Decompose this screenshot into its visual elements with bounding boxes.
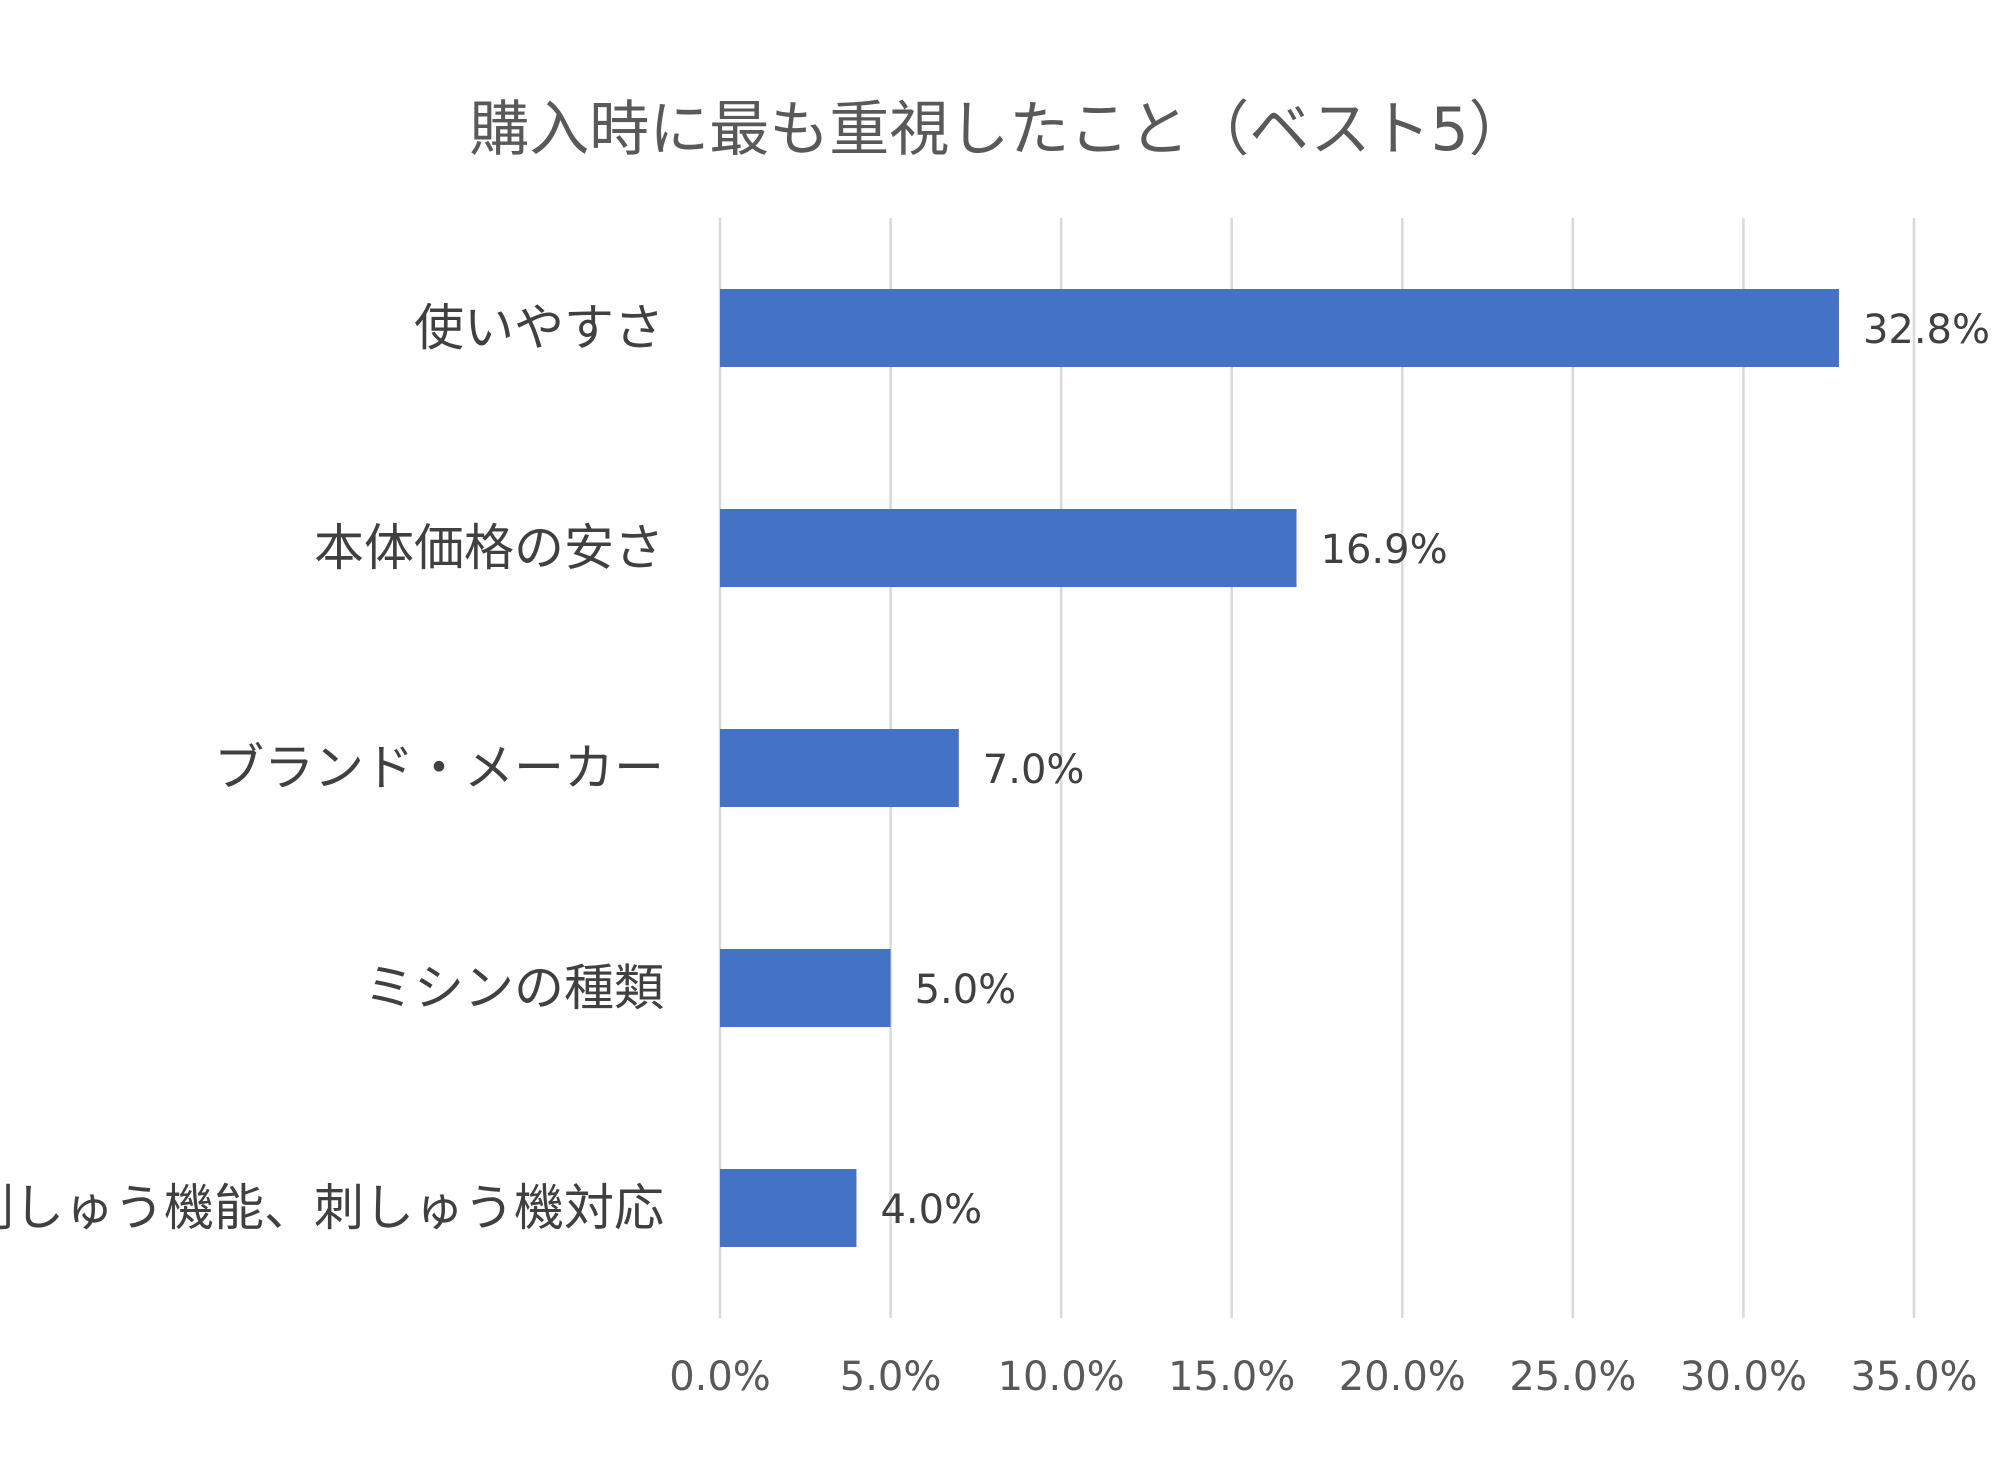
gridlines (718, 218, 1916, 1318)
x-tick-label: 5.0% (840, 1354, 942, 1400)
chart-title: 購入時に最も重視したこと（ベスト5） (469, 95, 1528, 165)
bar (720, 949, 891, 1027)
x-tick-label: 0.0% (669, 1354, 771, 1400)
x-tick-label: 30.0% (1680, 1354, 1807, 1400)
x-axis-tick-labels: 0.0% 5.0% 10.0% 15.0% 20.0% 25.0% 30.0% 35.0% (669, 1354, 1977, 1400)
data-label: 7.0% (983, 747, 1085, 793)
x-tick-label: 25.0% (1509, 1354, 1636, 1400)
data-label: 4.0% (880, 1187, 982, 1233)
x-tick-label: 35.0% (1850, 1354, 1977, 1400)
data-label: 5.0% (915, 967, 1017, 1013)
x-tick-label: 20.0% (1339, 1354, 1466, 1400)
category-label: 使いやすさ (414, 299, 664, 357)
category-label: ミシンの種類 (364, 959, 664, 1017)
data-label: 32.8% (1863, 307, 1990, 353)
data-label: 16.9% (1321, 527, 1448, 573)
bar (720, 729, 959, 807)
bar (720, 509, 1297, 587)
bars (720, 289, 1839, 1247)
bar (720, 289, 1839, 367)
category-labels: 使いやすさ本体価格の安さブランド・メーカーミシンの種類刺しゅう機能、刺しゅう機対… (0, 299, 664, 1237)
data-labels: 32.8% 16.9% 7.0% 5.0% 4.0% (880, 307, 1990, 1233)
category-label: ブランド・メーカー (214, 739, 664, 797)
category-label: 本体価格の安さ (314, 519, 664, 577)
x-tick-label: 10.0% (998, 1354, 1125, 1400)
bar (720, 1169, 857, 1247)
x-tick-label: 15.0% (1168, 1354, 1295, 1400)
category-label: 刺しゅう機能、刺しゅう機対応 (0, 1179, 664, 1237)
